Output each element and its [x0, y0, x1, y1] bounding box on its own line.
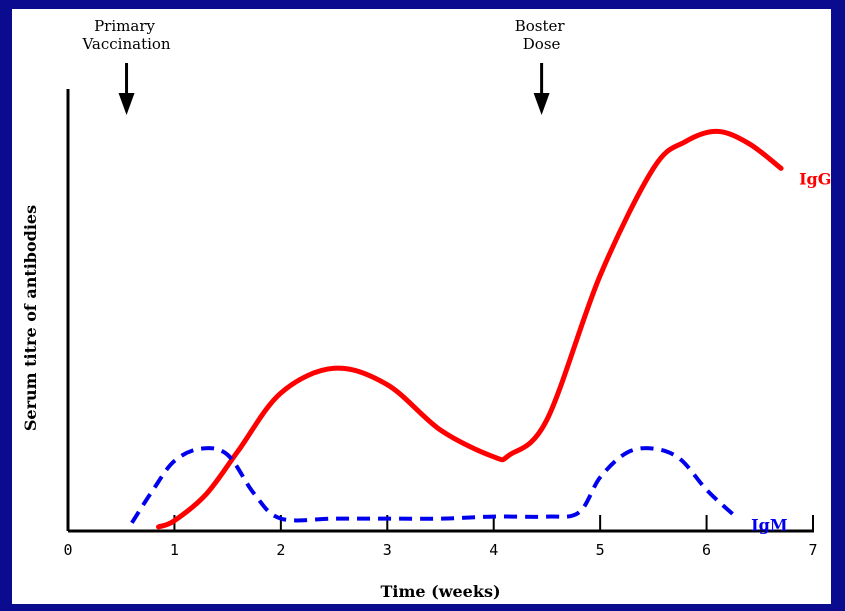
annotation-text: Boster [515, 17, 566, 35]
x-tick-label: 3 [383, 541, 392, 559]
x-tick-label: 4 [489, 541, 498, 559]
series-line-igg [156, 128, 784, 530]
chart-frame: 0 1 2 3 4 5 6 7 Time (weeks) Serum titre of antib… [12, 9, 831, 604]
x-tick-label: 2 [276, 541, 285, 559]
annotation-arrow-head [118, 93, 135, 115]
x-axis-title: Time (weeks) [380, 582, 500, 601]
series-line-igm [130, 446, 735, 524]
series-layer [130, 128, 784, 530]
antibody-response-chart: 0 1 2 3 4 5 6 7 Time (weeks) Serum titre of antib… [21, 17, 831, 601]
y-axis-title: Serum titre of antibodies [21, 205, 40, 431]
annotation-text: Dose [523, 35, 561, 53]
series-label-igg: IgG [799, 169, 831, 188]
axes: 0 1 2 3 4 5 6 7 Time (weeks) Serum titre of antib… [21, 89, 818, 601]
annotation-text: Primary [94, 17, 155, 35]
label-layer: IgG IgM [751, 169, 831, 534]
series-label-igm: IgM [751, 516, 787, 535]
x-tick-label: 5 [596, 541, 605, 559]
x-tick-label: 6 [702, 541, 711, 559]
x-tick-label: 1 [170, 541, 179, 559]
x-tick-label: 0 [63, 541, 72, 559]
x-tick-label: 7 [808, 541, 817, 559]
annotation-arrow-head [533, 93, 550, 115]
annotation-text: Vaccination [81, 35, 170, 53]
